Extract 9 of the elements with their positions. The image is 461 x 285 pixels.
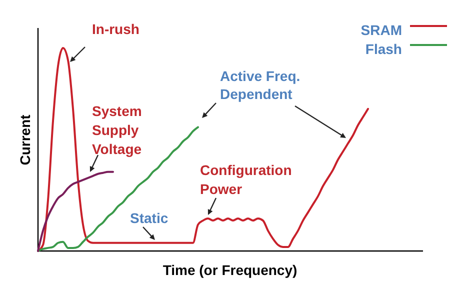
text: In-rush — [92, 21, 140, 37]
annotation: System Supply Voltage — [92, 103, 142, 157]
annotation: Configuration Power — [200, 162, 292, 197]
annotation: Active Freq. Dependent — [220, 68, 300, 102]
legend-label: Flash — [365, 41, 402, 57]
annotation: Static — [130, 210, 168, 226]
x-axis-title: Time (or Frequency) — [162, 262, 298, 278]
legend-label: SRAM — [360, 22, 402, 38]
y-axis-title: Current — [17, 114, 33, 166]
